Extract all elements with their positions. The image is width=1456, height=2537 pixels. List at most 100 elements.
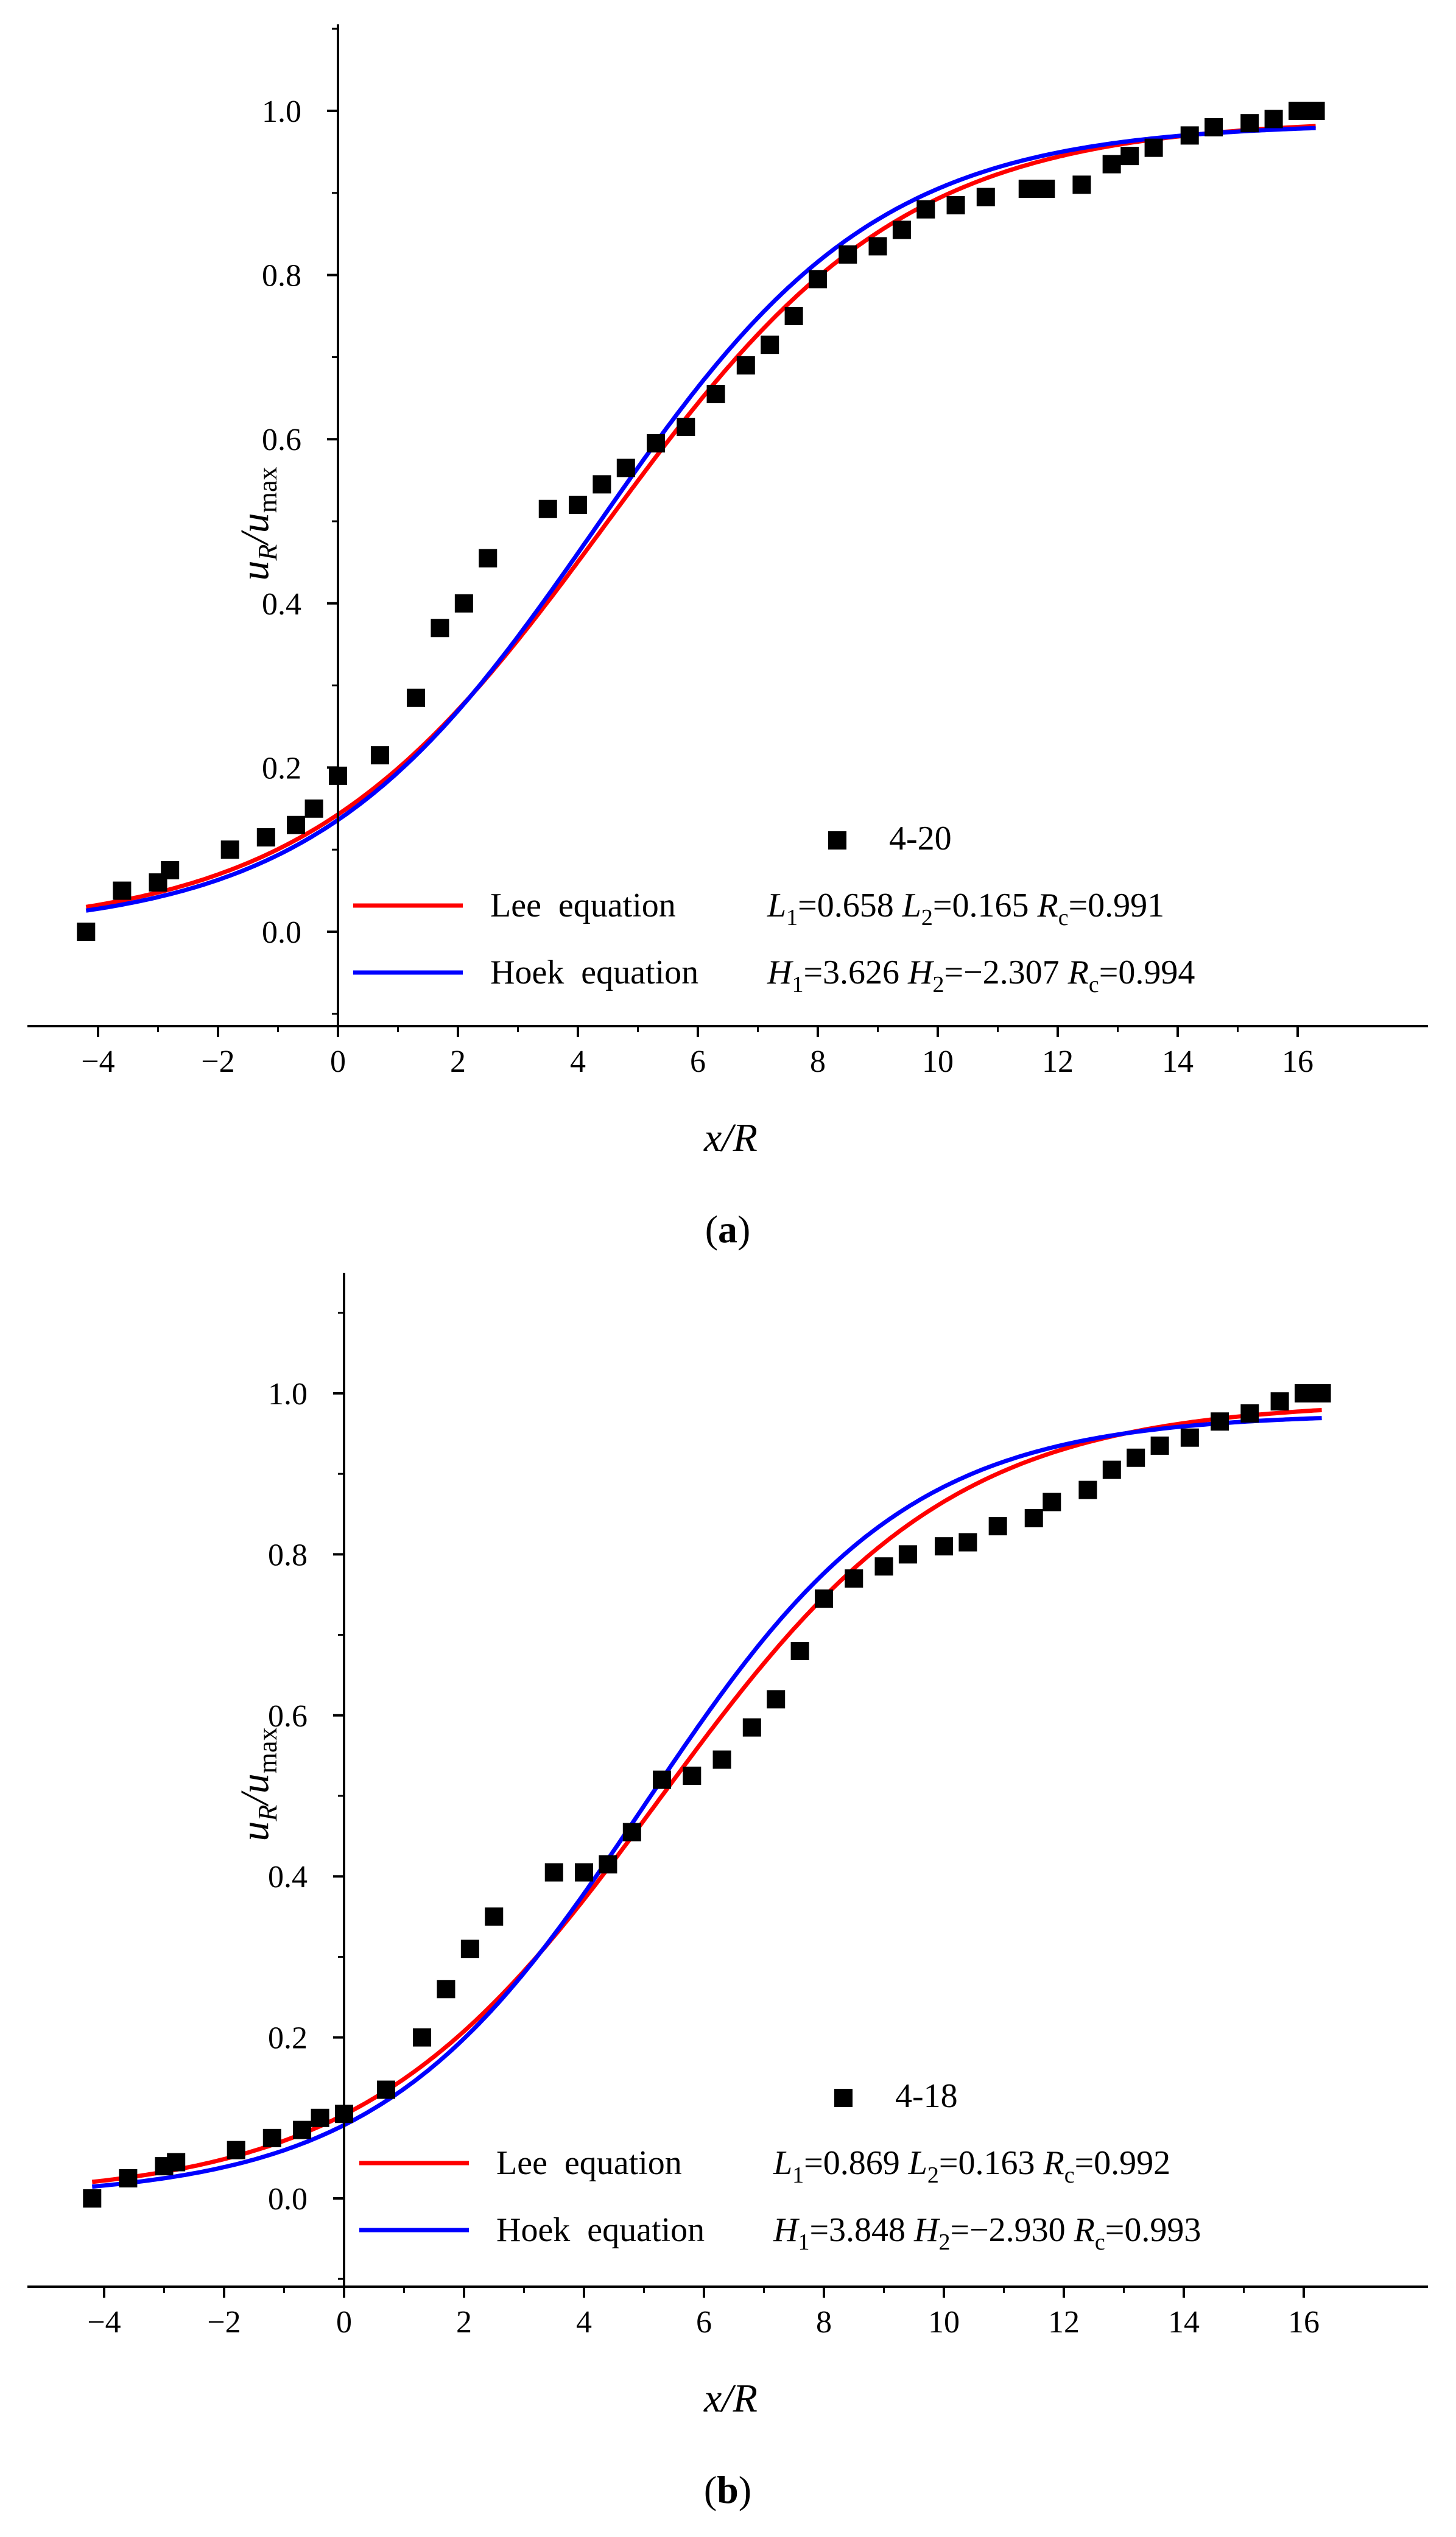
legend-lee-params: L1=0.869 L2=0.163 Rc=0.992 [773, 2144, 1170, 2188]
data-point [485, 1907, 504, 1926]
data-point [1120, 147, 1139, 166]
data-point [898, 1545, 917, 1564]
x-tick-label: 14 [1168, 2305, 1200, 2340]
data-point [431, 619, 449, 638]
legend: 4-20 Lee equation L1=0.658 L2=0.165 Rc=0.9… [353, 820, 1195, 998]
panel-a-chart: −4 −2 0 2 4 6 8 10 12 14 16 0.0 0.2 0.4 0.6 0.8 1.0 uR/u… [27, 24, 1428, 1251]
data-point [454, 594, 473, 613]
data-point [1295, 1384, 1313, 1402]
panel-letter: a [718, 1208, 737, 1251]
x-tick-label: −4 [87, 2305, 121, 2340]
data-point [1102, 1460, 1121, 1479]
data-point [712, 1750, 731, 1769]
y-axis-label: uR/umax [233, 467, 283, 581]
data-point [569, 496, 587, 515]
data-point [958, 1533, 977, 1552]
data-point [1043, 1493, 1061, 1511]
legend-lee-params: L1=0.658 L2=0.165 Rc=0.991 [767, 887, 1164, 931]
x-tick-label: 12 [1042, 1044, 1074, 1079]
data-point [1144, 138, 1163, 157]
data-point [1312, 1384, 1331, 1402]
x-tick-label: −2 [207, 2305, 241, 2340]
y-tick-label: 0.2 [262, 751, 301, 786]
ticks-layer: −4 −2 0 2 4 6 8 10 12 14 16 0.0 0.2 0.4 0.6 0.8 1.0 [81, 27, 1314, 1079]
x-tick-label: 6 [690, 1044, 706, 1079]
x-tick-label: 12 [1048, 2305, 1080, 2340]
y-tick-label: 0.6 [262, 423, 301, 457]
panel-b-chart: −4 −2 0 2 4 6 8 10 12 14 16 0.0 0.2 0.4 0.6 0.8 1.0 uR/u… [27, 1273, 1428, 2511]
x-tick-label: 8 [816, 2305, 832, 2340]
legend: 4-18 Lee equation L1=0.869 L2=0.163 Rc=0.9… [359, 2077, 1201, 2255]
legend-point-marker [834, 2089, 853, 2107]
x-tick-label: 16 [1282, 1044, 1314, 1079]
x-tick-label: 4 [570, 1044, 586, 1079]
data-point [653, 1770, 672, 1789]
x-tick-label: 8 [810, 1044, 826, 1079]
data-point [293, 2120, 312, 2139]
data-point [1102, 155, 1121, 174]
y-tick-label: 0.4 [268, 1860, 308, 1895]
data-point [1072, 175, 1091, 194]
x-tick-label: 2 [456, 2305, 472, 2340]
data-point [119, 2169, 138, 2187]
data-point [1240, 1404, 1259, 1423]
data-point [935, 1537, 953, 1556]
data-point [287, 815, 306, 834]
data-point [262, 2128, 281, 2147]
data-point [413, 2028, 432, 2047]
data-point [304, 799, 323, 818]
x-tick-label: −4 [81, 1044, 114, 1079]
data-point [256, 828, 275, 846]
data-point [83, 2189, 102, 2208]
data-point [809, 270, 827, 289]
data-point [460, 1940, 479, 1958]
data-point [1024, 1508, 1043, 1527]
data-point [161, 860, 180, 879]
panel-letter: b [717, 2468, 739, 2511]
data-point [784, 307, 803, 325]
y-tick-label: 1.0 [262, 94, 301, 129]
x-tick-label: 6 [696, 2305, 712, 2340]
x-tick-label: 16 [1288, 2305, 1320, 2340]
data-point [1289, 102, 1307, 120]
data-point [227, 2141, 245, 2159]
data-point [1264, 110, 1283, 128]
data-point [761, 336, 779, 354]
data-point [790, 1642, 809, 1661]
hoek-equation-curve [92, 1416, 1322, 2189]
data-point [1078, 1480, 1097, 1499]
x-tick-label: 0 [336, 2305, 352, 2340]
x-tick-label: 14 [1162, 1044, 1194, 1079]
y-tick-label: 0.6 [268, 1699, 308, 1734]
legend-lee-label: Lee equation [490, 887, 676, 924]
data-point [868, 237, 887, 256]
legend-hoek-label: Hoek equation [496, 2211, 705, 2249]
y-tick-label: 1.0 [268, 1377, 308, 1412]
data-point [77, 923, 96, 941]
x-tick-label: 0 [330, 1044, 346, 1079]
data-point [575, 1863, 593, 1882]
data-point [742, 1718, 761, 1737]
data-point [946, 196, 965, 215]
data-point [647, 434, 666, 452]
data-point [544, 1863, 563, 1882]
data-point [370, 746, 389, 765]
data-point [437, 1980, 455, 1999]
legend-hoek-label: Hoek equation [490, 954, 698, 991]
y-axis-label: uR/umax [233, 1728, 283, 1842]
lee-equation-curve [85, 124, 1316, 909]
data-point [1036, 180, 1055, 199]
data-point [1180, 1428, 1199, 1447]
data-point [1205, 118, 1223, 136]
data-point [874, 1557, 893, 1576]
data-point [538, 499, 557, 518]
data-point [1240, 114, 1259, 133]
data-point [113, 881, 132, 900]
hoek-equation-curve [85, 125, 1316, 913]
data-point [1270, 1392, 1289, 1411]
x-tick-label: 10 [922, 1044, 954, 1079]
y-tick-label: 0.2 [268, 2021, 308, 2056]
data-point [767, 1690, 786, 1709]
data-point [1211, 1412, 1229, 1431]
